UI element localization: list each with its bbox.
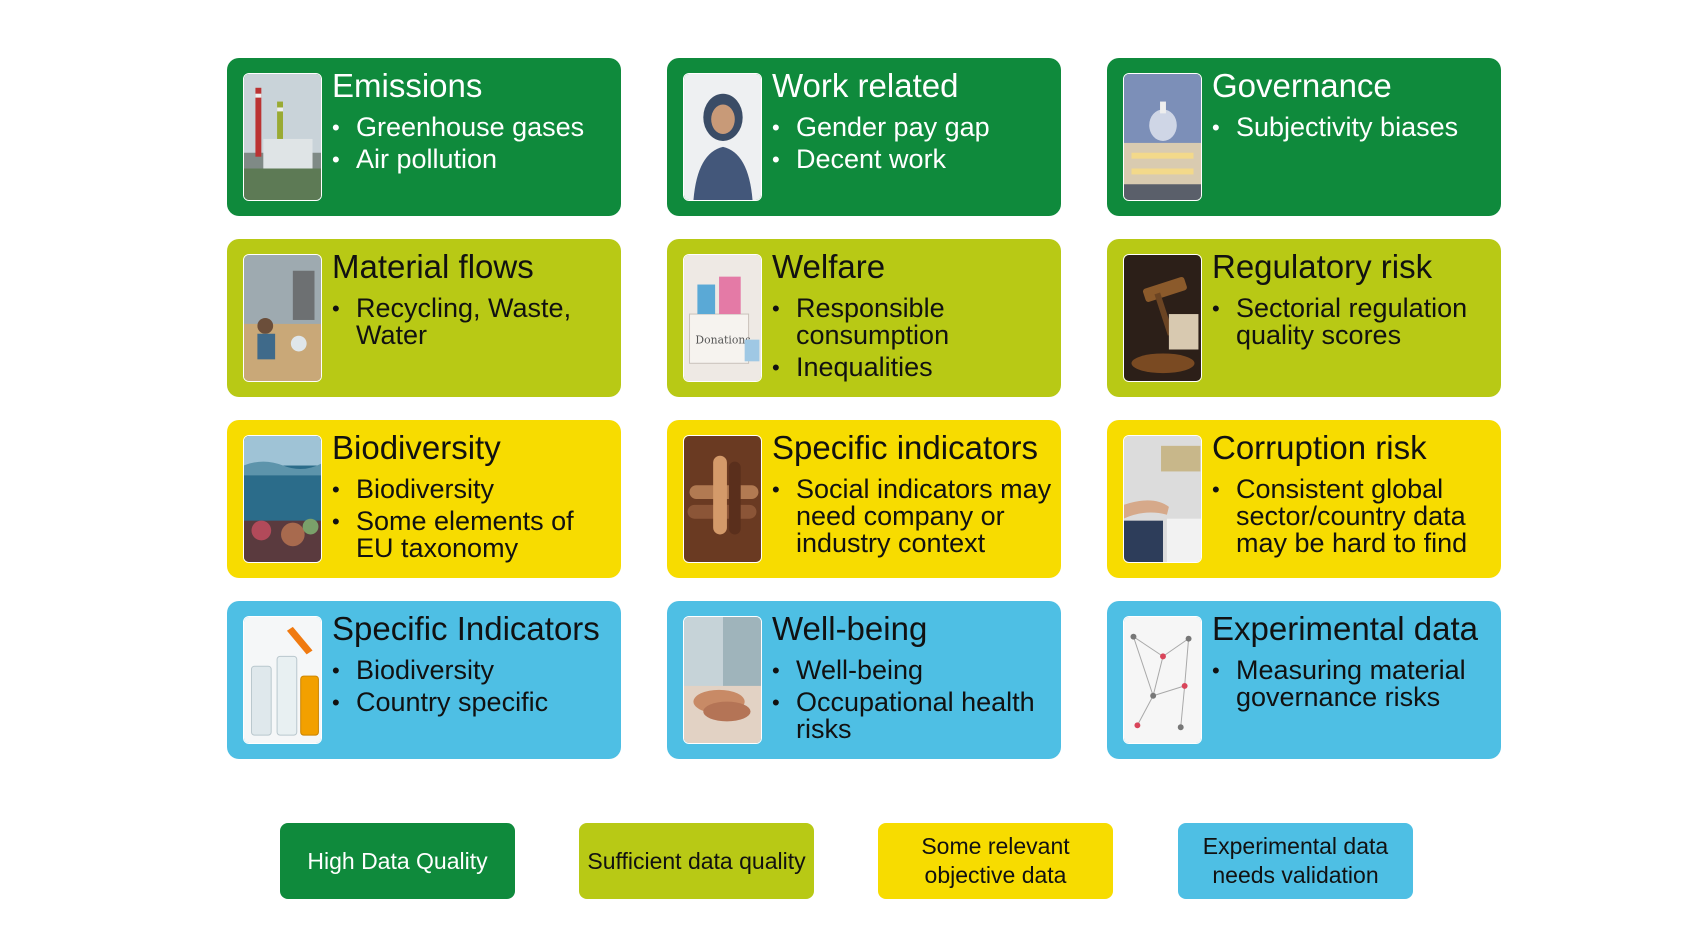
indicator-card-specific-indicators: Specific Indicators Biodiversity Country s… — [227, 601, 621, 759]
svg-text:Donations: Donations — [695, 334, 750, 347]
indicator-card-regulatory-risk: Regulatory risk Sectorial regulation qual… — [1107, 239, 1501, 397]
indicator-card-experimental-data: Experimental data Measuring material gove… — [1107, 601, 1501, 759]
card-bullet-list: Greenhouse gases Air pollution — [332, 114, 615, 178]
card-bullet-list: Well-being Occupational health risks — [772, 657, 1055, 748]
card-bullet-list: Gender pay gap Decent work — [772, 114, 1055, 178]
indicator-card-corruption-risk: Corruption risk Consistent global sector/… — [1107, 420, 1501, 578]
card-title: Specific Indicators — [332, 610, 600, 647]
legend-item-some-relevant-objective-data: Some relevant objective data — [878, 823, 1113, 899]
card-title: Work related — [772, 67, 959, 104]
card-bullet-item: Gender pay gap — [772, 114, 1055, 142]
card-title: Well-being — [772, 610, 928, 647]
card-bullet-item: Social indicators may need company or in… — [772, 476, 1055, 557]
indicator-card-governance: Governance Subjectivity biases — [1107, 58, 1501, 216]
card-title: Corruption risk — [1212, 429, 1427, 466]
card-bullet-item: Decent work — [772, 146, 1055, 174]
card-bullet-item: Greenhouse gases — [332, 114, 615, 142]
card-bullet-item: Inequalities — [772, 354, 1055, 382]
card-bullet-item: Biodiversity — [332, 476, 615, 504]
card-bullet-list: Responsible consumption Inequalities — [772, 295, 1055, 386]
card-bullet-list: Biodiversity Country specific — [332, 657, 615, 721]
card-title: Emissions — [332, 67, 483, 104]
indicator-card-material-flows: Material flows Recycling, Waste, Water — [227, 239, 621, 397]
indicator-card-work-related: Work related Gender pay gap Decent work — [667, 58, 1061, 216]
card-title: Biodiversity — [332, 429, 501, 466]
card-bullet-item: Air pollution — [332, 146, 615, 174]
card-bullet-list: Recycling, Waste, Water — [332, 295, 615, 354]
card-bullet-item: Responsible consumption — [772, 295, 1055, 349]
waste-collection-image — [243, 254, 322, 382]
card-title: Specific indicators — [772, 429, 1038, 466]
indicator-card-welfare: Donations Welfare Responsible consumption I… — [667, 239, 1061, 397]
bribe-handover-image — [1123, 435, 1202, 563]
card-bullet-item: Biodiversity — [332, 657, 615, 685]
card-title: Material flows — [332, 248, 534, 285]
card-title: Regulatory risk — [1212, 248, 1433, 285]
network-graph-image — [1123, 616, 1202, 744]
card-title: Welfare — [772, 248, 886, 285]
card-bullet-list: Biodiversity Some elements of EU taxonomy — [332, 476, 615, 567]
card-bullet-item: Recycling, Waste, Water — [332, 295, 615, 349]
joined-hands-image — [683, 435, 762, 563]
card-bullet-list: Measuring material governance risks — [1212, 657, 1495, 716]
legend-item-experimental-data-needs-validation: Experimental data needs validation — [1178, 823, 1413, 899]
legend-item-sufficient-data-quality: Sufficient data quality — [579, 823, 814, 899]
card-bullet-item: Occupational health risks — [772, 689, 1055, 743]
card-bullet-list: Subjectivity biases — [1212, 114, 1495, 146]
card-title: Experimental data — [1212, 610, 1478, 647]
card-bullet-list: Social indicators may need company or in… — [772, 476, 1055, 562]
card-bullet-item: Country specific — [332, 689, 615, 717]
card-bullet-item: Sectorial regulation quality scores — [1212, 295, 1495, 349]
card-title: Governance — [1212, 67, 1392, 104]
card-bullet-list: Sectorial regulation quality scores — [1212, 295, 1495, 354]
card-bullet-item: Measuring material governance risks — [1212, 657, 1495, 711]
legend-item-high-data-quality: High Data Quality — [280, 823, 515, 899]
coral-reef-image — [243, 435, 322, 563]
card-bullet-item: Consistent global sector/country data ma… — [1212, 476, 1495, 557]
gavel-image — [1123, 254, 1202, 382]
indicator-card-well-being: Well-being Well-being Occupational health … — [667, 601, 1061, 759]
woman-worker-image — [683, 73, 762, 201]
indicator-card-biodiversity: Biodiversity Biodiversity Some elements of… — [227, 420, 621, 578]
holding-hands-image — [683, 616, 762, 744]
card-bullet-item: Well-being — [772, 657, 1055, 685]
card-bullet-item: Subjectivity biases — [1212, 114, 1495, 142]
donations-box-image: Donations — [683, 254, 762, 382]
power-plant-image — [243, 73, 322, 201]
indicator-card-specific-indicators: Specific indicators Social indicators may… — [667, 420, 1061, 578]
government-building-image — [1123, 73, 1202, 201]
card-bullet-list: Consistent global sector/country data ma… — [1212, 476, 1495, 562]
indicator-card-emissions: Emissions Greenhouse gases Air pollution — [227, 58, 621, 216]
card-bullet-item: Some elements of EU taxonomy — [332, 508, 615, 562]
test-tubes-image — [243, 616, 322, 744]
